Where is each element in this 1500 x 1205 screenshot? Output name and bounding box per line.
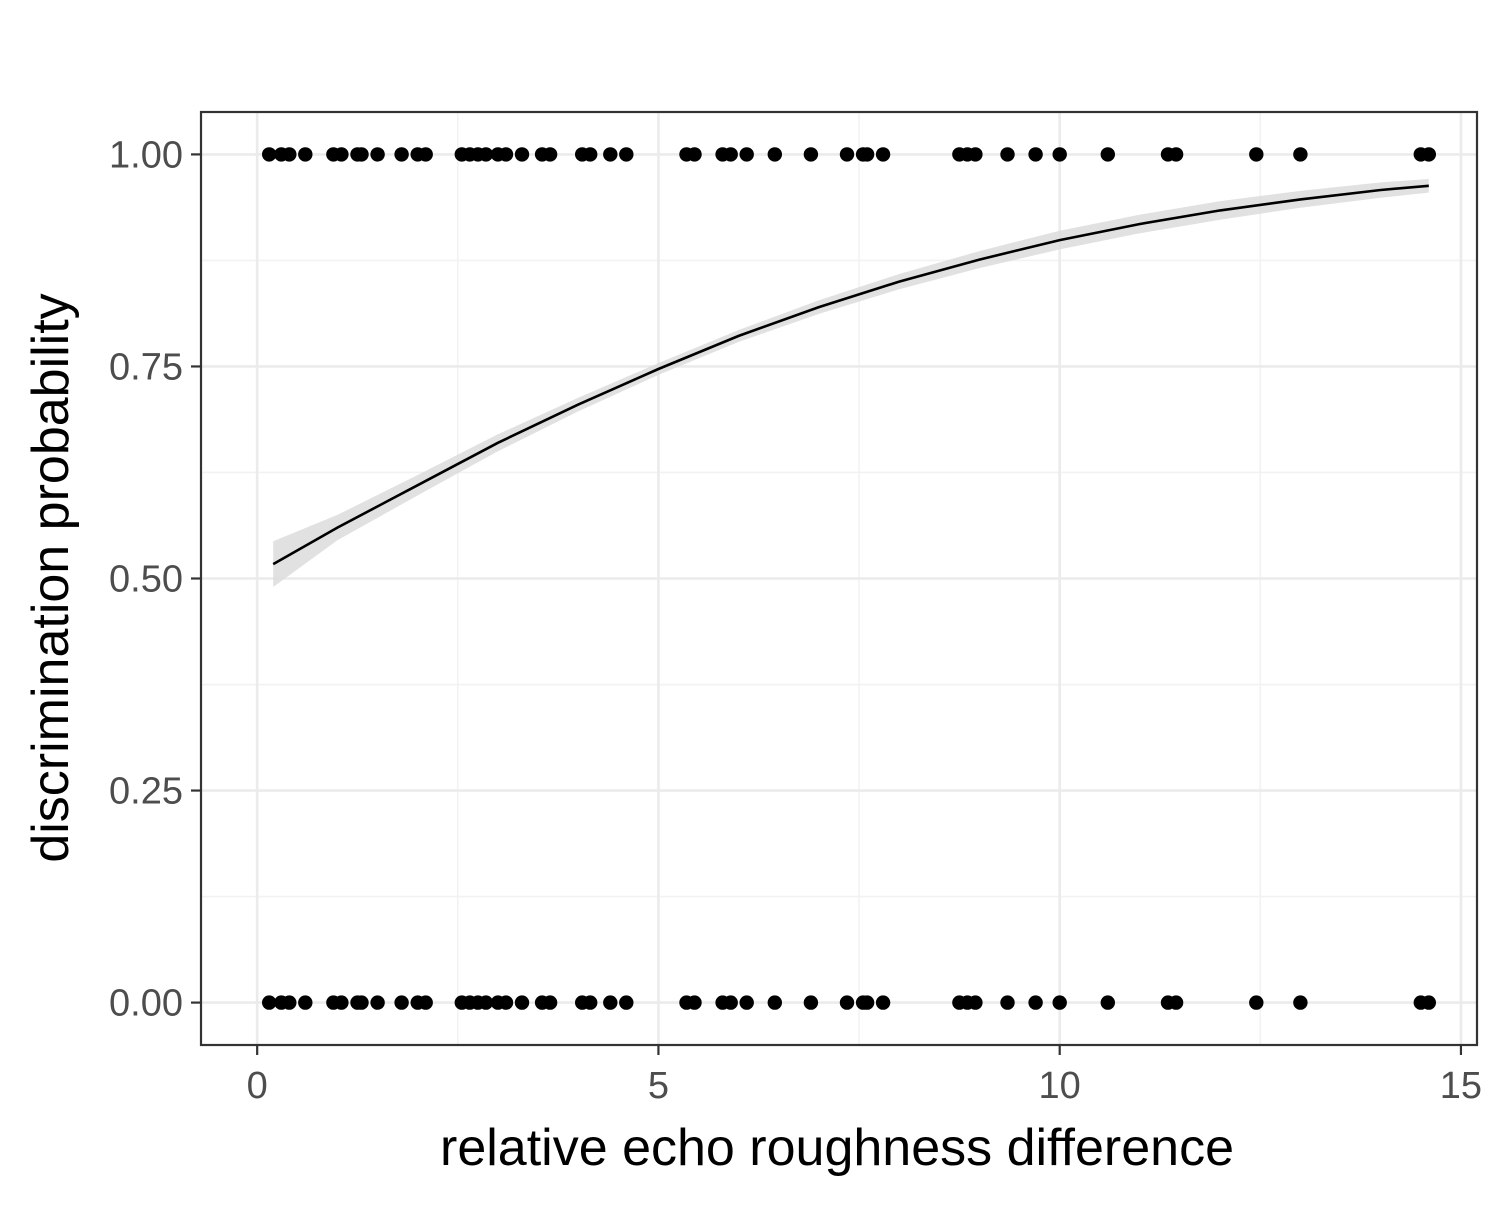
data-point-top (514, 147, 530, 162)
x-tick-label: 0 (247, 1065, 268, 1107)
data-point-top (583, 147, 598, 162)
data-point-top (723, 147, 738, 162)
data-point-top (968, 147, 983, 162)
y-tick-label: 0.50 (109, 559, 183, 601)
data-point-top (687, 147, 702, 162)
data-point-bottom (1000, 995, 1015, 1010)
data-point-bottom (298, 995, 313, 1010)
data-point-bottom (1028, 995, 1043, 1010)
data-point-top (1100, 147, 1116, 162)
y-tick-label: 0.75 (109, 346, 183, 388)
data-point-bottom (1249, 995, 1264, 1010)
data-point-top (354, 147, 369, 162)
data-point-top (334, 147, 349, 162)
data-point-top (298, 147, 313, 162)
data-point-bottom (839, 995, 855, 1010)
fit-line (272, 184, 1429, 566)
data-point-top (282, 147, 297, 162)
data-point-top (1028, 147, 1043, 162)
data-point-top (839, 147, 855, 162)
grid-minor (201, 112, 1477, 1045)
y-tick-label: 0.25 (109, 771, 183, 813)
data-point-bottom (803, 995, 819, 1010)
y-tick-label: 1.00 (109, 134, 183, 176)
data-point-bottom (1052, 995, 1067, 1010)
x-axis-title: relative echo roughness difference (440, 1119, 1234, 1177)
x-tick-label: 10 (1039, 1065, 1081, 1107)
data-point-bottom (1293, 995, 1308, 1010)
data-point-bottom (418, 995, 433, 1010)
y-axis-ticks: 0.00 0.25 0.50 0.75 1.00 (109, 134, 201, 1025)
fit-line-layer (272, 184, 1429, 566)
data-point-top (1293, 147, 1308, 162)
data-point-top (739, 147, 754, 162)
y-axis-title: discrimination probability (22, 293, 80, 862)
data-point-bottom (859, 995, 875, 1010)
data-point-top (418, 147, 433, 162)
data-point-bottom (262, 995, 277, 1010)
data-point-bottom (767, 995, 782, 1010)
data-point-top (619, 147, 634, 162)
data-point-top (370, 147, 385, 162)
data-point-bottom (542, 995, 558, 1010)
data-point-bottom (370, 995, 385, 1010)
data-point-bottom (1100, 995, 1116, 1010)
data-point-top (1249, 147, 1264, 162)
data-point-top (1052, 147, 1067, 162)
data-point-top (262, 147, 277, 162)
data-point-bottom (603, 995, 618, 1010)
data-point-bottom (723, 995, 738, 1010)
data-point-top (603, 147, 618, 162)
data-point-top (803, 147, 819, 162)
data-point-top (1168, 147, 1184, 162)
y-tick-label: 0.00 (109, 983, 183, 1025)
data-point-top (859, 147, 875, 162)
data-point-top (767, 147, 782, 162)
data-point-top (1000, 147, 1015, 162)
data-point-bottom (968, 995, 983, 1010)
data-point-bottom (739, 995, 754, 1010)
data-point-top (542, 147, 558, 162)
data-point-bottom (334, 995, 349, 1010)
data-point-bottom (394, 995, 409, 1010)
data-point-top (478, 147, 494, 162)
data-point-bottom (354, 995, 369, 1010)
data-point-bottom (282, 995, 297, 1010)
data-point-top (1421, 147, 1437, 162)
data-point-bottom (583, 995, 598, 1010)
x-axis-ticks: 0 5 10 15 (247, 1045, 1482, 1107)
data-point-bottom (875, 995, 891, 1010)
data-point-bottom (498, 995, 514, 1010)
data-point-top (875, 147, 891, 162)
data-point-bottom (687, 995, 702, 1010)
data-point-bottom (514, 995, 530, 1010)
data-point-top (498, 147, 514, 162)
data-point-bottom (619, 995, 634, 1010)
points-layer (262, 147, 1437, 1010)
data-point-bottom (1421, 995, 1437, 1010)
data-point-bottom (478, 995, 494, 1010)
data-point-bottom (1168, 995, 1184, 1010)
x-tick-label: 5 (648, 1065, 669, 1107)
x-tick-label: 15 (1440, 1065, 1482, 1107)
data-point-top (394, 147, 409, 162)
